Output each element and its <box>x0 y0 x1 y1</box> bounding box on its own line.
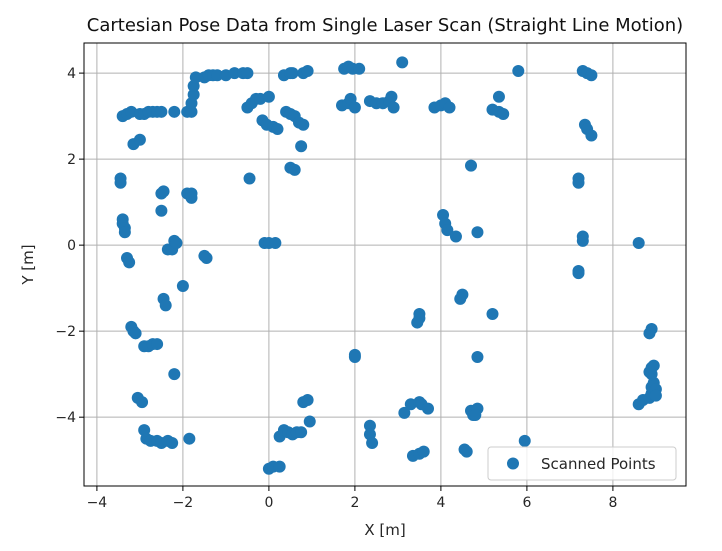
data-point <box>297 118 310 131</box>
y-tick-label: 0 <box>67 238 76 254</box>
legend-box <box>487 446 677 481</box>
data-point <box>118 226 131 239</box>
data-point <box>269 236 282 249</box>
y-tick-label: −4 <box>55 410 76 426</box>
data-point <box>155 204 168 217</box>
data-point <box>632 236 645 249</box>
data-point <box>273 460 286 473</box>
data-point <box>262 90 275 103</box>
x-tick-label: 0 <box>264 495 273 511</box>
data-point <box>228 67 241 80</box>
data-point <box>166 436 179 449</box>
data-point <box>443 101 456 114</box>
data-point <box>243 172 256 185</box>
y-tick-label: 4 <box>67 66 76 82</box>
data-point <box>114 176 127 189</box>
data-point <box>348 348 361 361</box>
data-point <box>185 105 198 118</box>
x-axis-title: X [m] <box>364 521 405 539</box>
legend-marker <box>507 457 519 470</box>
data-point <box>303 415 316 428</box>
data-point <box>492 90 505 103</box>
data-point <box>301 393 314 406</box>
legend-label: Scanned Points <box>541 455 656 473</box>
data-point <box>422 402 434 415</box>
data-point <box>417 445 430 458</box>
data-point <box>518 434 531 447</box>
data-point <box>512 64 525 77</box>
plot-area-frame <box>83 42 687 487</box>
data-point <box>241 67 254 80</box>
data-point <box>366 436 379 449</box>
data-point <box>572 176 585 189</box>
y-axis-title: Y [m] <box>19 244 37 285</box>
data-point <box>295 426 308 439</box>
data-point <box>288 163 301 176</box>
data-point <box>211 69 224 82</box>
data-point <box>157 185 170 198</box>
data-point <box>471 350 484 363</box>
data-point <box>168 368 181 381</box>
data-point <box>572 267 585 280</box>
data-point <box>460 445 473 458</box>
x-tick-label: 4 <box>436 495 445 511</box>
data-point <box>159 299 172 312</box>
data-point <box>387 101 400 114</box>
data-point <box>465 159 477 172</box>
x-tick-label: −2 <box>173 495 194 511</box>
chart-title: Cartesian Pose Data from Single Laser Sc… <box>87 15 683 36</box>
x-tick-label: 8 <box>608 495 617 511</box>
data-point <box>155 105 168 118</box>
data-point <box>348 101 361 114</box>
data-point <box>363 419 376 432</box>
data-point <box>469 409 482 422</box>
data-point <box>486 307 499 320</box>
data-point <box>497 107 510 120</box>
data-point <box>133 133 146 146</box>
data-point <box>301 64 314 77</box>
data-point <box>189 71 202 84</box>
data-point <box>183 432 196 445</box>
data-point <box>286 67 299 80</box>
data-point <box>176 280 189 293</box>
data-point <box>649 389 662 402</box>
data-point <box>449 230 462 243</box>
data-point <box>271 123 284 136</box>
data-point <box>441 224 454 237</box>
legend: Scanned Points <box>487 446 677 481</box>
data-point <box>168 105 181 118</box>
data-point <box>187 88 200 101</box>
data-point <box>454 292 467 305</box>
data-point <box>170 236 183 249</box>
data-point <box>385 90 398 103</box>
data-point <box>645 323 658 336</box>
data-point <box>471 226 484 239</box>
x-tick-label: −4 <box>87 495 108 511</box>
data-point <box>136 396 149 409</box>
data-point <box>647 359 660 372</box>
data-point <box>151 338 164 351</box>
data-point <box>200 252 213 265</box>
data-point <box>353 62 366 75</box>
y-tick-label: −2 <box>55 324 76 340</box>
data-point <box>396 56 409 69</box>
data-point <box>129 327 142 340</box>
data-point <box>585 129 598 142</box>
data-point <box>295 140 308 153</box>
x-tick-label: 2 <box>350 495 359 511</box>
data-point <box>576 234 589 247</box>
data-point <box>585 69 598 82</box>
x-tick-label: 6 <box>522 495 531 511</box>
data-point <box>123 256 136 269</box>
data-point <box>185 191 198 204</box>
data-point <box>398 406 411 419</box>
y-tick-label: 2 <box>67 152 76 168</box>
axis-ticks: −4 −2 0 2 4 6 8 −4 −2 0 2 4 <box>55 66 617 511</box>
data-points <box>114 56 662 475</box>
data-point <box>411 316 424 329</box>
